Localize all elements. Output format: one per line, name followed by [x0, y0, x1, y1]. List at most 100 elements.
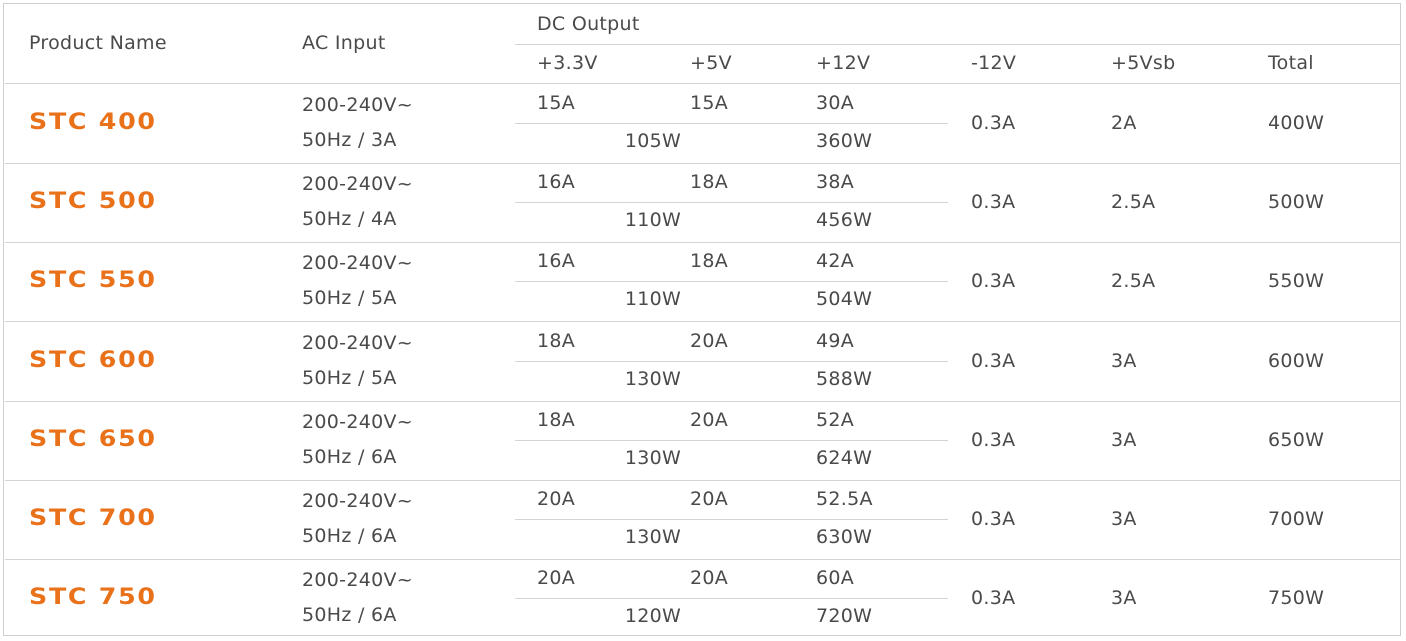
cell: 720W — [816, 605, 873, 628]
cell: 624W — [816, 446, 873, 469]
cell: 0.3A — [971, 508, 1016, 530]
cell: 20A — [690, 408, 729, 431]
cell: 400W — [1268, 112, 1325, 134]
cell: 50Hz / 4A — [302, 208, 397, 231]
header-cell: Product Name — [29, 32, 167, 54]
cell: 600W — [1268, 349, 1325, 372]
cell: 200-240V~ — [302, 490, 414, 512]
cell: 20A — [690, 488, 729, 510]
cell: 50Hz / 5A — [302, 287, 397, 310]
divider — [515, 44, 1401, 45]
cell: 2A — [1111, 112, 1137, 134]
cell: 360W — [816, 130, 873, 152]
cell: 50Hz / 6A — [302, 445, 397, 468]
row-divider — [5, 321, 1401, 323]
cell: 0.3A — [971, 349, 1016, 372]
cell: 16A — [537, 171, 576, 194]
row-divider — [5, 242, 1401, 244]
header-cell: DC Output — [537, 13, 640, 35]
cell: 49A — [816, 329, 855, 352]
cell: 18A — [537, 329, 576, 352]
cell: 0.3A — [971, 587, 1016, 610]
cell: 38A — [816, 171, 855, 194]
cell: 0.3A — [971, 270, 1016, 293]
header-cell: -12V — [971, 52, 1017, 74]
cell: 42A — [816, 250, 855, 273]
cell: 15A — [690, 92, 729, 114]
cell: 130W — [624, 446, 682, 469]
cell: 3A — [1111, 349, 1137, 372]
cell: 110W — [624, 209, 682, 232]
product-name: STC 700 — [29, 506, 157, 531]
cell: 0.3A — [971, 428, 1016, 451]
header-cell: +12V — [816, 52, 871, 74]
row-divider — [5, 400, 1401, 402]
product-name: STC 750 — [29, 585, 157, 611]
header-cell: +3.3V — [537, 52, 598, 74]
cell: 18A — [690, 250, 729, 273]
divider — [515, 439, 948, 441]
cell: 700W — [1268, 508, 1325, 530]
cell: 200-240V~ — [302, 331, 414, 354]
row-divider — [5, 163, 1401, 164]
cell: 500W — [1268, 191, 1325, 214]
divider — [515, 123, 948, 124]
cell: 20A — [690, 567, 729, 590]
cell: 650W — [1268, 428, 1325, 451]
cell: 750W — [1268, 587, 1325, 610]
row-divider — [5, 479, 1401, 481]
divider — [5, 83, 1401, 84]
product-name: STC 550 — [29, 268, 157, 294]
cell: 200-240V~ — [302, 173, 414, 196]
spec-table: Product Name AC Input DC Output +3.3V +5V +12… — [3, 3, 1401, 636]
product-name: STC 650 — [29, 426, 157, 452]
cell: 0.3A — [971, 191, 1016, 214]
divider — [515, 202, 948, 204]
product-name: STC 600 — [29, 347, 157, 373]
cell: 3A — [1111, 428, 1137, 451]
header-cell: +5V — [690, 52, 732, 74]
cell: 105W — [624, 130, 682, 152]
cell: 30A — [816, 92, 855, 114]
cell: 60A — [816, 567, 855, 590]
row-divider — [5, 559, 1401, 560]
cell: 16A — [537, 250, 576, 273]
cell: 130W — [624, 367, 682, 390]
cell: 630W — [816, 526, 873, 548]
divider — [515, 519, 948, 520]
cell: 200-240V~ — [302, 410, 414, 433]
cell: 52A — [816, 408, 855, 431]
cell: 504W — [816, 288, 873, 311]
cell: 15A — [537, 92, 576, 114]
cell: 20A — [537, 567, 576, 590]
cell: 52.5A — [816, 488, 873, 510]
cell: 50Hz / 6A — [302, 525, 397, 547]
product-name: STC 400 — [29, 110, 157, 135]
header-cell: +5Vsb — [1111, 52, 1176, 74]
cell: 18A — [537, 408, 576, 431]
cell: 2.5A — [1111, 191, 1156, 214]
cell: 50Hz / 5A — [302, 366, 397, 389]
header-cell: AC Input — [302, 32, 386, 54]
cell: 2.5A — [1111, 270, 1156, 293]
cell: 200-240V~ — [302, 252, 414, 275]
cell: 120W — [624, 605, 682, 628]
cell: 200-240V~ — [302, 94, 414, 116]
cell: 3A — [1111, 587, 1137, 610]
cell: 550W — [1268, 270, 1325, 293]
divider — [515, 598, 948, 600]
cell: 130W — [624, 526, 682, 548]
cell: 110W — [624, 288, 682, 311]
cell: 18A — [690, 171, 729, 194]
cell: 50Hz / 3A — [302, 129, 397, 151]
cell: 20A — [537, 488, 576, 510]
cell: 456W — [816, 209, 873, 232]
cell: 50Hz / 6A — [302, 604, 397, 627]
header-cell: Total — [1268, 52, 1314, 74]
product-name: STC 500 — [29, 189, 157, 215]
divider — [515, 281, 948, 283]
cell: 20A — [690, 329, 729, 352]
divider — [515, 360, 948, 362]
cell: 3A — [1111, 508, 1137, 530]
cell: 200-240V~ — [302, 569, 414, 592]
